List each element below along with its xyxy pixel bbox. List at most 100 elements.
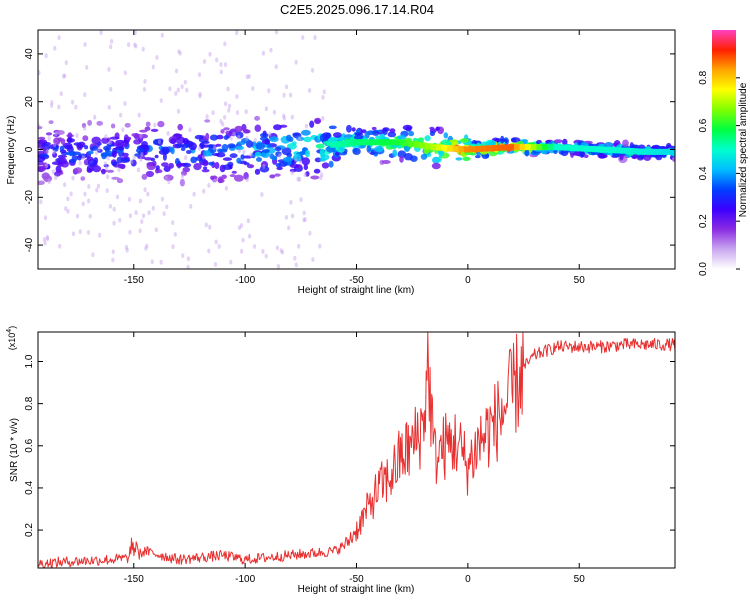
heat-ridge-cell — [580, 145, 589, 152]
heat-speckle — [308, 230, 312, 236]
heat-speckle — [207, 248, 211, 254]
heat-cell — [209, 134, 219, 141]
heat-speckle — [290, 114, 294, 120]
heat-cell — [389, 128, 396, 133]
heat-speckle — [264, 106, 268, 112]
heat-speckle — [185, 87, 189, 93]
heat-cell — [173, 133, 183, 137]
heat-ridge-cell — [525, 144, 534, 151]
heat-cell — [106, 169, 115, 173]
heat-cell — [60, 138, 66, 145]
heat-cell — [116, 156, 124, 164]
heat-cell — [118, 145, 125, 151]
heat-ridge-cell — [436, 144, 444, 151]
heat-speckle — [145, 243, 149, 249]
x-tick-label: 50 — [574, 574, 586, 585]
heat-speckle — [267, 88, 271, 94]
heat-cell — [190, 156, 198, 164]
heat-cell — [220, 129, 225, 134]
heat-speckle — [69, 191, 73, 197]
heat-ridge-cell — [575, 145, 584, 152]
heat-cell — [215, 152, 226, 158]
heat-ridge-cell — [358, 139, 367, 146]
snr-panel: -150 -100 -50 0 50 0.2 0.4 0.6 0.8 1.0 Height of… — [6, 326, 676, 595]
heat-cell — [259, 165, 270, 173]
heat-cell — [328, 125, 337, 130]
heat-cell — [177, 123, 183, 131]
heat-ridge-cell — [502, 144, 511, 151]
heat-ridge-cell — [603, 146, 612, 153]
heat-speckle — [157, 139, 161, 145]
heat-cell — [215, 143, 222, 147]
heat-cell — [43, 175, 53, 183]
heat-speckle — [52, 149, 56, 155]
x-tick-label: -150 — [124, 275, 144, 286]
heat-speckle — [241, 237, 245, 243]
heat-cell — [87, 150, 94, 155]
heat-cell — [437, 155, 442, 163]
heat-cell — [261, 139, 271, 145]
heat-cell — [109, 136, 120, 140]
heat-cell — [313, 168, 321, 174]
heat-ridge-cell — [664, 148, 673, 155]
heat-speckle — [261, 249, 265, 254]
heat-speckle — [165, 204, 169, 210]
heat-speckle — [171, 244, 175, 250]
heat-cell — [269, 174, 276, 179]
heat-cell — [244, 129, 251, 134]
heat-cell — [59, 145, 65, 152]
colorbar-tick-label: 0.4 — [698, 166, 709, 180]
heat-speckle — [268, 131, 272, 137]
heat-cell — [141, 141, 148, 147]
heat-speckle — [128, 229, 132, 235]
heat-speckle — [86, 230, 91, 235]
heat-cell — [144, 157, 153, 161]
heat-speckle — [174, 91, 178, 96]
x-tick-label: -100 — [235, 275, 255, 286]
heat-cell — [228, 164, 233, 170]
heat-speckle — [88, 213, 92, 219]
heat-ridge-cell — [558, 144, 567, 151]
heat-cell — [320, 154, 330, 161]
heat-speckle — [244, 109, 248, 115]
heat-cell — [655, 153, 663, 161]
heat-cell — [254, 151, 262, 157]
heat-cell — [139, 129, 148, 133]
heat-cell — [274, 173, 281, 177]
heat-cell — [122, 152, 129, 157]
heat-speckle — [151, 205, 155, 211]
heat-ridge-cell — [630, 148, 639, 155]
heat-speckle — [269, 47, 273, 53]
heat-speckle — [87, 184, 91, 189]
heat-speckle — [108, 140, 112, 146]
heat-speckle — [139, 133, 143, 139]
heat-speckle — [103, 161, 107, 167]
snr-x-axis-label: Height of straight line (km) — [298, 584, 415, 595]
colorbar: 0.0 0.2 0.4 0.6 0.8 Normalized spectral ampl… — [698, 30, 749, 276]
heat-speckle — [289, 92, 293, 98]
heat-cell — [101, 168, 106, 175]
heat-cell — [310, 175, 320, 180]
heat-speckle — [219, 69, 223, 75]
heat-cell — [579, 150, 585, 158]
heat-speckle — [310, 68, 315, 73]
heat-speckle — [75, 133, 79, 139]
heat-speckle — [153, 122, 157, 128]
heat-cell — [255, 142, 265, 150]
heat-speckle — [290, 170, 294, 176]
heat-cell — [553, 139, 563, 144]
heat-ridge-cell — [391, 139, 400, 146]
heat-speckle — [128, 213, 132, 219]
heat-cell — [40, 153, 49, 158]
heat-speckle — [180, 84, 184, 90]
heat-speckle — [298, 158, 302, 164]
heat-cell — [124, 122, 131, 128]
heat-ridge-cell — [547, 144, 556, 151]
heat-ridge-cell — [586, 145, 595, 152]
heat-cell — [205, 132, 210, 141]
heat-speckle — [52, 142, 57, 148]
heat-cell — [443, 132, 449, 139]
heat-cell — [203, 150, 211, 157]
heat-cell — [431, 162, 441, 170]
heat-cell — [103, 145, 112, 151]
